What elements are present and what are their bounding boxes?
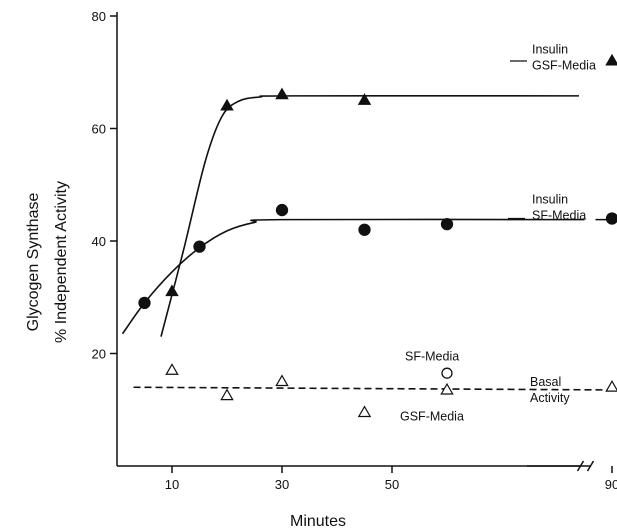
point-insulin-sf-media xyxy=(275,203,289,217)
point-gsf-media xyxy=(440,382,454,395)
series-label-insulin-sf-media: SF-Media xyxy=(532,208,586,222)
point-gsf-media xyxy=(275,374,289,387)
annotation-gsf-media: GSF-Media xyxy=(400,409,464,423)
point-insulin-gsf-media xyxy=(357,93,372,105)
x-tick-label: 50 xyxy=(385,477,399,492)
point-insulin-gsf-media xyxy=(220,98,234,111)
fit-line-basal-activity xyxy=(133,386,617,391)
series-label-basal-activity: Activity xyxy=(530,391,570,405)
y-tick-label: 20 xyxy=(92,347,106,362)
point-insulin-sf-media xyxy=(605,212,617,225)
point-sf-media xyxy=(441,367,453,379)
labels: Minutes Glycogen Synthase % Independent Ac… xyxy=(25,42,596,530)
annotation-sf-media: SF-Media xyxy=(405,350,459,364)
series-label-insulin-gsf-media: GSF-Media xyxy=(532,58,596,72)
y-axis-title-line-1: Glycogen Synthase xyxy=(25,193,42,332)
x-axis-break-mark xyxy=(576,460,585,472)
y-axis-title: Glycogen Synthase % Independent Activity xyxy=(25,181,70,343)
point-insulin-sf-media xyxy=(193,240,206,253)
point-gsf-media xyxy=(605,380,617,392)
data-markers xyxy=(138,53,617,418)
series-label-basal-activity: Basal xyxy=(530,375,561,389)
axes: 20 40 60 80 10 30 50 90 xyxy=(92,9,617,492)
point-gsf-media xyxy=(165,363,179,375)
x-tick-label: 30 xyxy=(275,477,289,492)
point-insulin-gsf-media xyxy=(165,284,179,297)
x-tick-label: 10 xyxy=(165,477,179,492)
point-insulin-gsf-media xyxy=(605,53,617,66)
point-insulin-sf-media xyxy=(138,296,151,310)
series-label-insulin-gsf-media: Insulin xyxy=(532,42,568,56)
point-gsf-media xyxy=(220,388,234,401)
point-insulin-sf-media xyxy=(358,223,371,236)
y-tick-label: 60 xyxy=(92,122,106,137)
y-axis-title-line-2: % Independent Activity xyxy=(53,181,70,343)
y-tick-label: 40 xyxy=(92,234,106,249)
y-tick-label: 80 xyxy=(92,9,106,24)
fit-line-insulin-sf-media xyxy=(121,218,585,335)
x-axis-title: Minutes xyxy=(290,513,346,530)
x-tick-label: 90 xyxy=(605,477,617,492)
point-insulin-sf-media xyxy=(440,217,454,231)
x-axis-break-mark xyxy=(586,460,595,472)
fit-line-insulin-gsf-media xyxy=(160,94,580,337)
series-label-insulin-sf-media: Insulin xyxy=(532,192,568,206)
point-gsf-media xyxy=(357,405,372,418)
point-insulin-gsf-media xyxy=(275,87,289,100)
